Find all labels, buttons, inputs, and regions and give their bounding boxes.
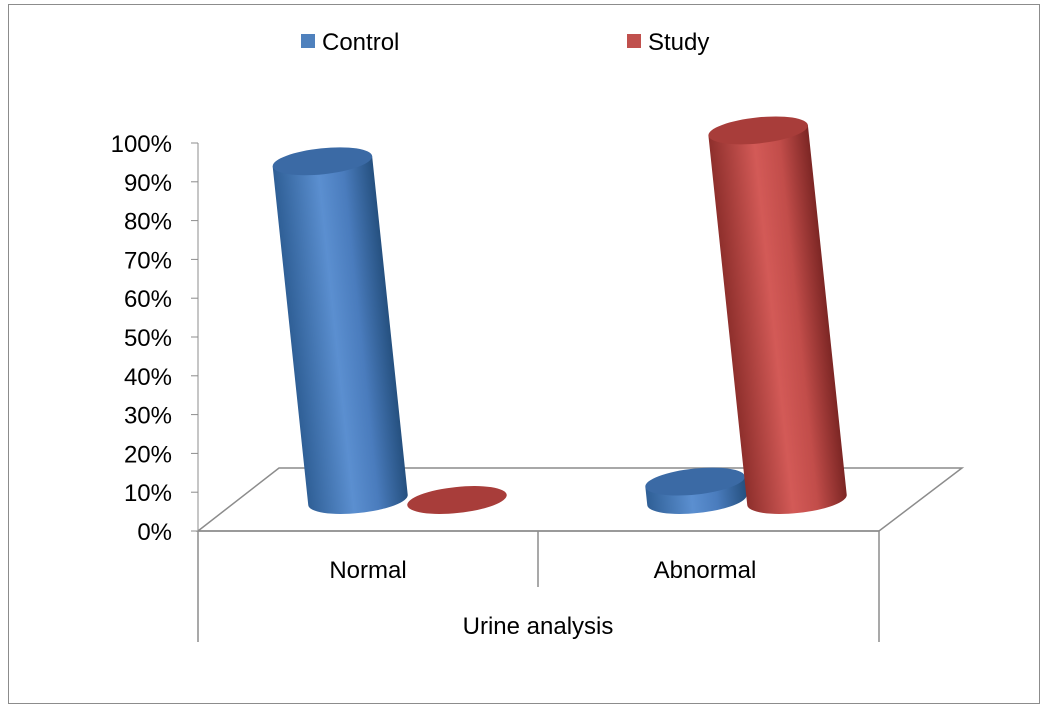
- bar-body: [272, 156, 408, 514]
- y-tick-label: 0%: [137, 519, 172, 546]
- y-tick-label: 50%: [124, 325, 172, 352]
- y-tick-label: 80%: [124, 209, 172, 236]
- y-tick-label: 90%: [124, 170, 172, 197]
- x-tick-label-normal: Normal: [329, 557, 406, 584]
- y-tick-label: 30%: [124, 403, 172, 430]
- y-tick-label: 40%: [124, 364, 172, 391]
- bar-study-abnormal: [708, 116, 847, 514]
- bar-top: [645, 467, 745, 496]
- y-tick-label: 60%: [124, 286, 172, 313]
- legend-label-control: Control: [322, 29, 399, 56]
- bar-top: [708, 116, 808, 145]
- legend-item-study: Study: [627, 29, 709, 56]
- x-axis-title: Urine analysis: [463, 613, 614, 640]
- legend-swatch-control: [301, 34, 315, 48]
- y-axis-ticks: 0% 10% 20% 30% 40% 50% 60% 70% 80% 90% 100%: [111, 131, 198, 546]
- y-tick-label: 100%: [111, 131, 172, 158]
- legend-item-control: Control: [301, 29, 399, 56]
- y-tick-label: 10%: [124, 480, 172, 507]
- bar-body: [708, 125, 847, 514]
- legend-swatch-study: [627, 34, 641, 48]
- bar-study-normal: [407, 486, 507, 514]
- legend: Control Study: [301, 29, 709, 56]
- chart-frame: [8, 4, 1040, 704]
- bar-top: [407, 486, 507, 514]
- bars: [272, 116, 847, 514]
- x-tick-label-abnormal: Abnormal: [654, 557, 757, 584]
- bar-control-abnormal: [645, 467, 747, 514]
- y-tick-label: 20%: [124, 441, 172, 468]
- y-tick-label: 70%: [124, 247, 172, 274]
- bar-top: [272, 147, 373, 176]
- bar-control-normal: [272, 147, 408, 514]
- legend-label-study: Study: [648, 29, 709, 56]
- urine-analysis-chart: Control Study 0% 10% 20% 30% 40% 50% 60% 70% 80%…: [111, 29, 965, 642]
